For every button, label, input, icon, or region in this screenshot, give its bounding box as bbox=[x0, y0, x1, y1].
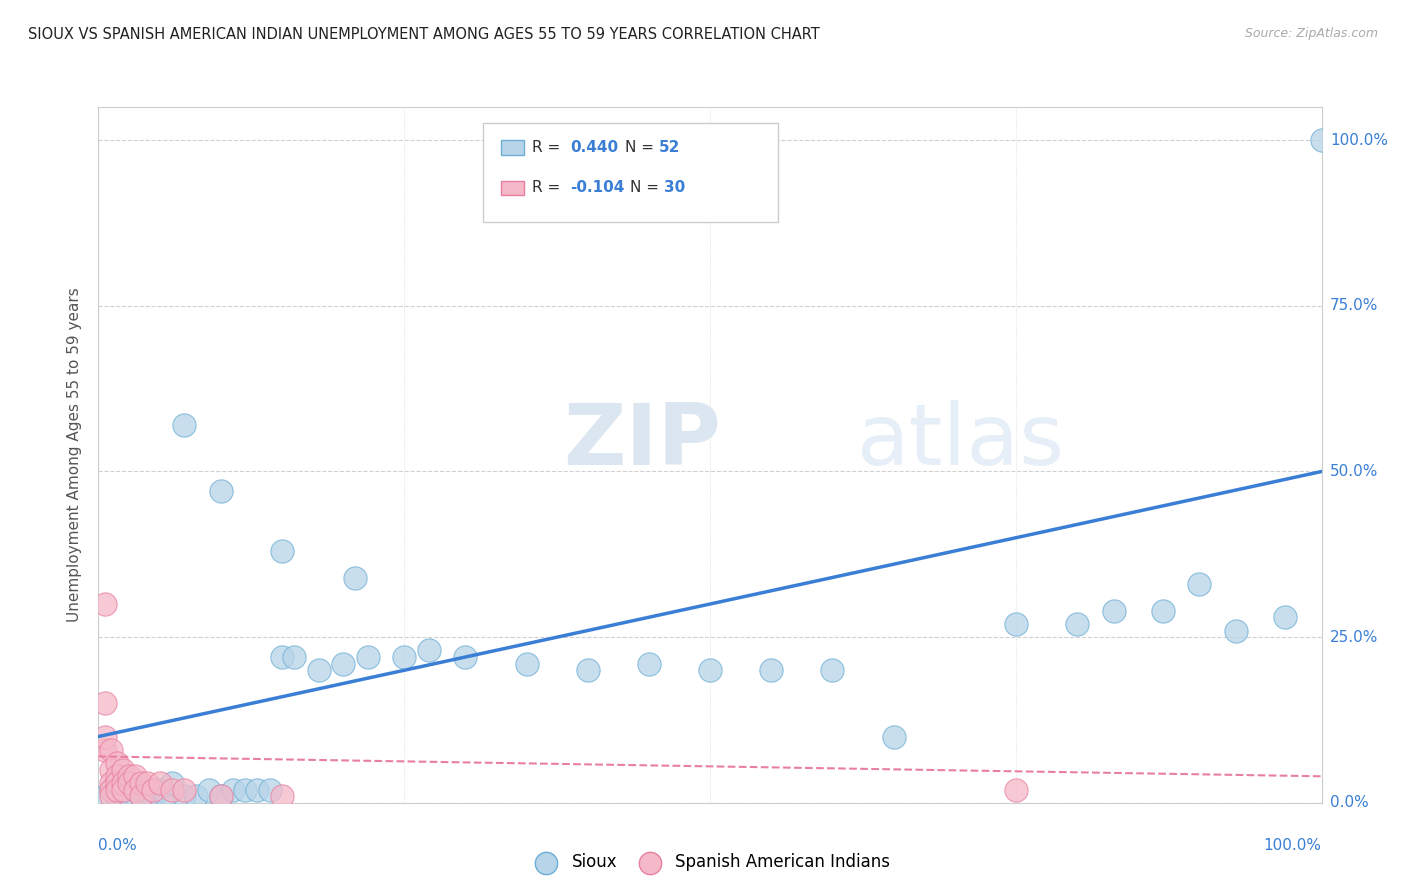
Point bbox=[246, 782, 269, 797]
Point bbox=[270, 650, 294, 665]
Point bbox=[93, 597, 115, 611]
Text: -0.104: -0.104 bbox=[569, 180, 624, 195]
Point bbox=[270, 789, 294, 804]
Point bbox=[100, 743, 122, 757]
Point bbox=[173, 418, 195, 433]
Text: N =: N = bbox=[624, 140, 658, 155]
Point bbox=[100, 782, 122, 797]
Point bbox=[576, 663, 599, 677]
Point bbox=[111, 763, 134, 777]
Text: ZIP: ZIP bbox=[564, 400, 721, 483]
Legend: Sioux, Spanish American Indians: Sioux, Spanish American Indians bbox=[523, 847, 897, 878]
Point bbox=[129, 776, 152, 790]
Point bbox=[124, 769, 146, 783]
Y-axis label: Unemployment Among Ages 55 to 59 years: Unemployment Among Ages 55 to 59 years bbox=[67, 287, 83, 623]
Point bbox=[129, 789, 152, 804]
Point bbox=[821, 663, 844, 677]
Point bbox=[1152, 604, 1174, 618]
Point bbox=[105, 782, 128, 797]
Point bbox=[160, 782, 183, 797]
Text: 100.0%: 100.0% bbox=[1264, 838, 1322, 853]
Point bbox=[637, 657, 661, 671]
Text: 50.0%: 50.0% bbox=[1330, 464, 1378, 479]
Text: R =: R = bbox=[531, 140, 565, 155]
Text: 0.0%: 0.0% bbox=[1330, 796, 1368, 810]
Point bbox=[173, 789, 195, 804]
Point bbox=[516, 657, 538, 671]
Point bbox=[124, 782, 146, 797]
Point bbox=[356, 650, 378, 665]
Point bbox=[160, 776, 183, 790]
Point bbox=[761, 663, 783, 677]
Text: 75.0%: 75.0% bbox=[1330, 298, 1378, 313]
Text: SIOUX VS SPANISH AMERICAN INDIAN UNEMPLOYMENT AMONG AGES 55 TO 59 YEARS CORRELAT: SIOUX VS SPANISH AMERICAN INDIAN UNEMPLO… bbox=[28, 27, 820, 42]
Point bbox=[100, 789, 122, 804]
Point bbox=[118, 776, 141, 790]
Point bbox=[392, 650, 416, 665]
Point bbox=[149, 776, 172, 790]
Point bbox=[105, 756, 128, 770]
Text: N =: N = bbox=[630, 180, 664, 195]
Point bbox=[209, 789, 232, 804]
Point bbox=[111, 776, 134, 790]
Text: 0.440: 0.440 bbox=[569, 140, 619, 155]
Point bbox=[136, 776, 159, 790]
Point bbox=[197, 782, 219, 797]
Point bbox=[883, 730, 905, 744]
Point bbox=[100, 776, 122, 790]
Point bbox=[1102, 604, 1125, 618]
Point bbox=[105, 776, 128, 790]
Point bbox=[111, 782, 134, 797]
Point bbox=[105, 789, 128, 804]
Point bbox=[209, 484, 232, 499]
Text: atlas: atlas bbox=[856, 400, 1064, 483]
Point bbox=[1188, 577, 1211, 591]
Point bbox=[233, 782, 256, 797]
Point bbox=[93, 730, 115, 744]
Point bbox=[283, 650, 305, 665]
Point bbox=[270, 544, 294, 558]
Point bbox=[699, 663, 721, 677]
Point bbox=[142, 789, 165, 804]
Point bbox=[142, 782, 165, 797]
Point bbox=[129, 789, 152, 804]
Point bbox=[100, 763, 122, 777]
Point bbox=[1004, 782, 1026, 797]
Point bbox=[454, 650, 477, 665]
Point bbox=[209, 789, 232, 804]
Point bbox=[1310, 133, 1333, 147]
Point bbox=[308, 663, 330, 677]
Point bbox=[332, 657, 354, 671]
Text: Source: ZipAtlas.com: Source: ZipAtlas.com bbox=[1244, 27, 1378, 40]
Point bbox=[1004, 616, 1026, 631]
Point bbox=[100, 782, 122, 797]
Point bbox=[344, 570, 367, 584]
Point bbox=[93, 743, 115, 757]
Point bbox=[118, 789, 141, 804]
Text: 30: 30 bbox=[664, 180, 686, 195]
Point bbox=[173, 782, 195, 797]
Point bbox=[111, 782, 134, 797]
Point bbox=[1066, 616, 1088, 631]
Point bbox=[149, 782, 172, 797]
Point bbox=[1274, 610, 1296, 624]
Text: 52: 52 bbox=[658, 140, 681, 155]
Text: R =: R = bbox=[531, 180, 565, 195]
Point bbox=[93, 789, 115, 804]
Point bbox=[118, 769, 141, 783]
Text: 100.0%: 100.0% bbox=[1330, 133, 1388, 148]
Point bbox=[136, 782, 159, 797]
Point bbox=[93, 697, 115, 711]
Point bbox=[155, 789, 177, 804]
Point bbox=[105, 769, 128, 783]
Point bbox=[1225, 624, 1247, 638]
Point bbox=[259, 782, 281, 797]
Point bbox=[124, 782, 146, 797]
Point bbox=[222, 782, 245, 797]
Point bbox=[418, 643, 440, 657]
Point bbox=[186, 789, 208, 804]
Text: 0.0%: 0.0% bbox=[98, 838, 138, 853]
Text: 25.0%: 25.0% bbox=[1330, 630, 1378, 645]
